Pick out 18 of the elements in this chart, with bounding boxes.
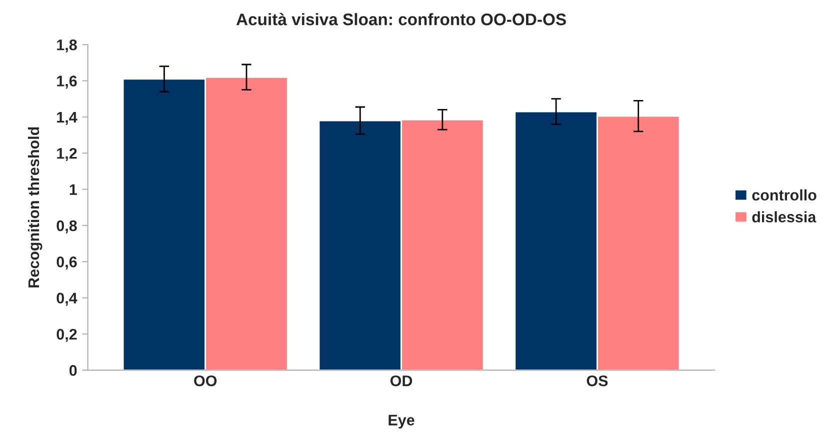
chart-title: Acuità visiva Sloan: confronto OO-OD-OS [236, 12, 566, 26]
y-tick-label: 1,8 [57, 39, 77, 52]
y-tick-label: 1,4 [57, 112, 78, 125]
y-tick-label: 1 [70, 184, 77, 195]
x-tick-label: OO [194, 375, 217, 386]
legend-label: controllo [752, 189, 816, 201]
y-tick-label: 0,4 [56, 292, 78, 306]
x-tick-label: OD [390, 375, 412, 386]
y-tick-label: 1,6 [57, 76, 77, 89]
x-axis-title: Eye [388, 414, 414, 429]
y-tick-label: 1,2 [57, 148, 77, 162]
y-tick-label: 0 [69, 365, 77, 376]
x-tick-label: OS [586, 375, 608, 386]
y-tick-label: 0,2 [56, 328, 77, 342]
y-tick-label: 0,8 [56, 220, 77, 234]
legend-label: dislessia [752, 211, 816, 222]
y-tick-label: 0,6 [56, 256, 77, 270]
y-axis-title: Recognition threshold [28, 127, 42, 288]
